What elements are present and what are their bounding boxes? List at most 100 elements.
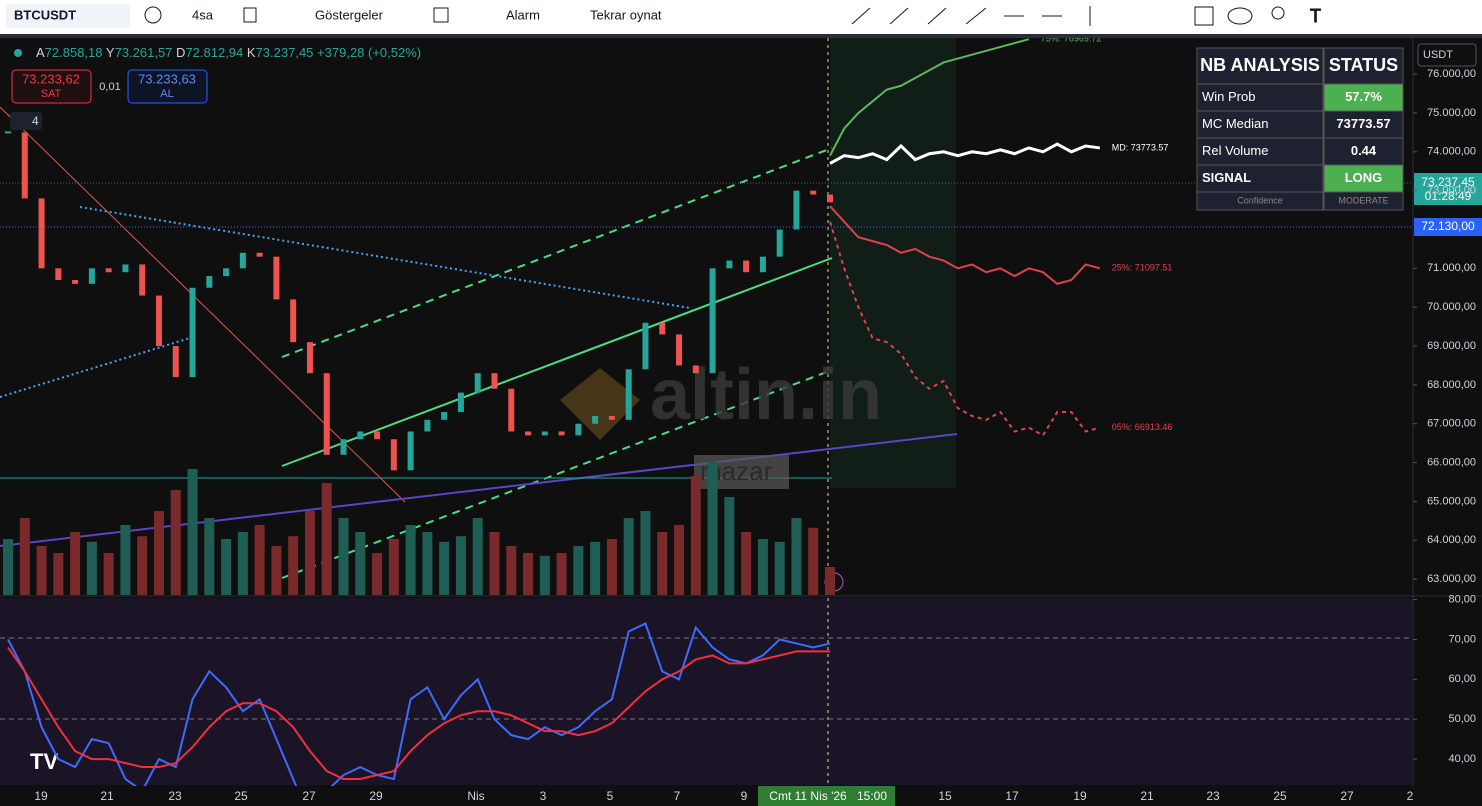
collapse-count[interactable]: 4 [32, 114, 39, 128]
volume-bar [271, 546, 282, 595]
table-text: 0.44 [1351, 143, 1377, 158]
volume-bar [757, 539, 768, 595]
buy-button[interactable] [127, 69, 208, 104]
candle [441, 412, 448, 420]
time-label: 27 [1340, 789, 1354, 803]
table-text: 57.7% [1345, 89, 1382, 104]
volume-bar [523, 553, 534, 595]
last-price: 73.237,45 [1421, 175, 1475, 189]
sell-label[interactable]: SAT [41, 88, 62, 100]
time-label: 25 [1273, 789, 1287, 803]
time-label: 17 [1005, 789, 1019, 803]
candle [575, 423, 582, 436]
alert[interactable]: Alarm [506, 7, 540, 22]
time-label: 23 [1206, 789, 1220, 803]
table-cell [1196, 137, 1324, 166]
layouts[interactable] [433, 7, 449, 23]
candle [172, 346, 179, 378]
symbol-box[interactable] [6, 4, 130, 28]
y-tick-label: 66.000,00 [1427, 456, 1476, 468]
rsi-tick-label: 50,00 [1448, 713, 1476, 725]
forecast-zone [830, 38, 956, 488]
volume-bar [204, 518, 215, 595]
replay[interactable]: Tekrar oynat [590, 7, 662, 22]
candle [223, 268, 230, 277]
time-label: 27 [302, 789, 316, 803]
volume-bar [556, 553, 567, 595]
candle [592, 415, 599, 424]
sell-button[interactable] [11, 69, 92, 104]
drawing-tools[interactable]: T [851, 5, 1322, 26]
volume-bar [355, 532, 366, 595]
candle [340, 439, 347, 455]
volume-bar [187, 469, 198, 595]
time-label: Cmt 11 Nis '26 [769, 789, 847, 803]
volume-bar [791, 518, 802, 595]
time-label: Nis [467, 789, 484, 803]
volume-bar [254, 525, 265, 595]
candle [608, 415, 615, 420]
rsi-tick-label: 40,00 [1448, 753, 1476, 765]
currency[interactable]: USDT [1423, 49, 1453, 61]
volume-bar [338, 518, 349, 595]
rsi-pane [0, 598, 1412, 785]
y-tick-label: 63.000,00 [1427, 573, 1476, 585]
candle [72, 279, 79, 284]
y-tick-label: 70.000,00 [1427, 301, 1476, 313]
y-tick-label: 74.000,00 [1427, 146, 1476, 158]
candle [122, 264, 129, 273]
chart-type[interactable] [243, 7, 257, 23]
status-dot [14, 49, 22, 57]
volume-bar [36, 546, 47, 595]
projection-line [829, 221, 1101, 437]
interval[interactable]: 4sa [192, 7, 214, 22]
candle [390, 439, 397, 471]
collapse-button[interactable] [10, 112, 42, 130]
table-header: NB ANALYSIS [1200, 55, 1320, 75]
volume-bar [606, 539, 617, 595]
ohlc: A72.858,18 Y73.261,57 D72.812,94 K73.237… [36, 45, 421, 60]
svg-text:T: T [1310, 6, 1321, 26]
volume-bar [422, 532, 433, 595]
volume-bar [372, 553, 383, 595]
table-cell [1196, 191, 1324, 211]
time-label: 2 [1407, 789, 1414, 803]
add-symbol[interactable] [144, 6, 162, 24]
candle [206, 276, 213, 288]
buy-label[interactable]: AL [160, 88, 173, 100]
volume-bar [321, 483, 332, 595]
indicators[interactable]: Göstergeler [315, 7, 384, 22]
candle [508, 388, 515, 432]
candle [642, 322, 649, 370]
candle [776, 229, 783, 257]
table-cell [1323, 137, 1404, 166]
y-tick-label: 71.000,00 [1427, 262, 1476, 274]
candle [323, 373, 330, 455]
volume-bar [86, 541, 97, 595]
buy-price[interactable]: 73.233,63 [138, 71, 196, 86]
time-label: 19 [1073, 789, 1087, 803]
volume-bar [53, 553, 64, 595]
candle [793, 190, 800, 230]
crosshair-time [758, 786, 895, 806]
candle [55, 268, 62, 280]
currency-box[interactable] [1417, 43, 1477, 67]
tv-logo: TV [30, 749, 58, 774]
separator [0, 34, 1482, 38]
time-label: 9 [741, 789, 748, 803]
volume-bar [472, 518, 483, 595]
table-cell [1196, 110, 1324, 139]
candle [189, 287, 196, 378]
time-label: 5 [607, 789, 614, 803]
countdown: 01:28:49 [1425, 189, 1472, 203]
candle [709, 268, 716, 374]
y-tick-label: 65.000,00 [1427, 495, 1476, 507]
candle [256, 252, 263, 257]
y-tick-label: 75.000,00 [1427, 107, 1476, 119]
table-cell [1323, 110, 1404, 139]
sell-price[interactable]: 73.233,62 [22, 71, 80, 86]
rsi-tick-label: 60,00 [1448, 673, 1476, 685]
symbol[interactable]: BTCUSDT [14, 7, 76, 22]
table-text: Win Prob [1202, 89, 1255, 104]
candle [357, 431, 364, 440]
